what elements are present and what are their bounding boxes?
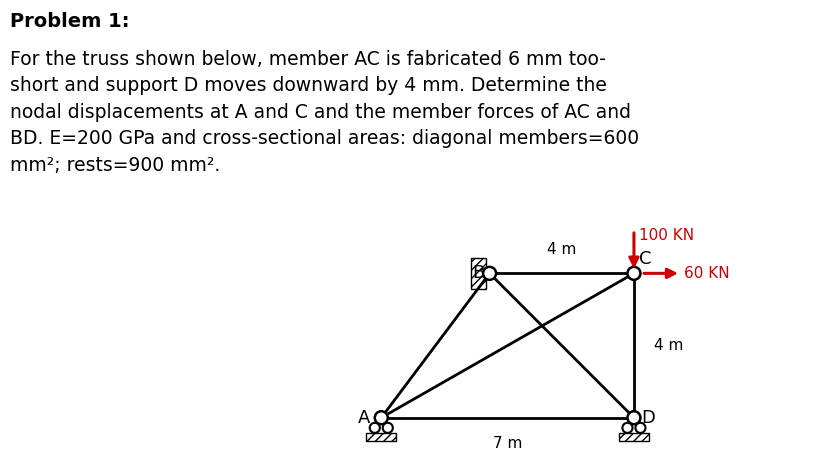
Text: 60 KN: 60 KN <box>685 266 730 281</box>
Bar <box>366 433 396 441</box>
Text: C: C <box>639 250 651 268</box>
Circle shape <box>636 423 646 433</box>
Text: Problem 1:: Problem 1: <box>10 12 130 31</box>
Text: 4 m: 4 m <box>547 242 577 257</box>
Circle shape <box>622 423 632 433</box>
Bar <box>619 433 649 441</box>
Text: For the truss shown below, member AC is fabricated 6 mm too-
short and support D: For the truss shown below, member AC is … <box>10 50 639 175</box>
Circle shape <box>383 423 393 433</box>
Circle shape <box>483 267 496 280</box>
Bar <box>471 258 486 289</box>
Circle shape <box>627 267 641 280</box>
Text: D: D <box>641 409 655 427</box>
Circle shape <box>627 411 641 424</box>
Text: 100 KN: 100 KN <box>639 228 695 243</box>
Text: 4 m: 4 m <box>654 338 683 353</box>
Text: A: A <box>358 409 370 427</box>
Circle shape <box>369 423 380 433</box>
Text: B: B <box>472 264 484 282</box>
Circle shape <box>374 411 388 424</box>
Text: 7 m: 7 m <box>493 436 522 451</box>
